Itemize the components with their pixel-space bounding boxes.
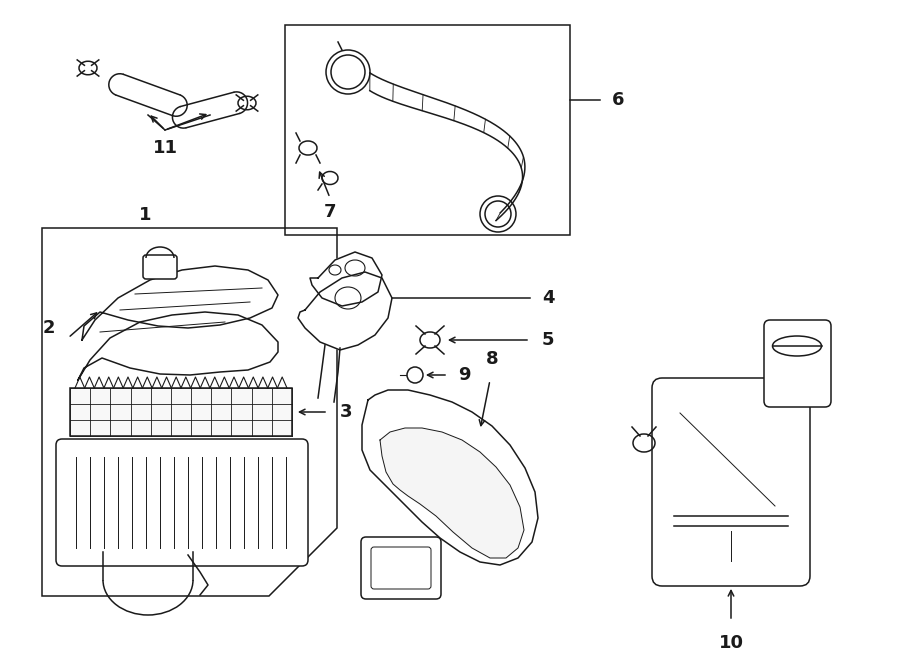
Text: 11: 11 [152, 139, 177, 157]
Text: 5: 5 [542, 331, 554, 349]
FancyBboxPatch shape [371, 547, 431, 589]
Circle shape [407, 367, 423, 383]
Bar [285, 25, 570, 235]
Polygon shape [78, 312, 278, 380]
Text: 3: 3 [340, 403, 353, 421]
FancyBboxPatch shape [764, 320, 831, 407]
Text: 2: 2 [42, 319, 55, 337]
Text: 7: 7 [324, 203, 337, 221]
Text: 9: 9 [458, 366, 471, 384]
FancyBboxPatch shape [56, 439, 308, 566]
Text: 1: 1 [139, 206, 151, 224]
FancyBboxPatch shape [361, 537, 441, 599]
Polygon shape [82, 266, 278, 340]
Polygon shape [362, 390, 538, 565]
Polygon shape [310, 252, 382, 306]
FancyBboxPatch shape [652, 378, 810, 586]
Bar [70, 388, 292, 436]
Polygon shape [298, 272, 392, 350]
Text: 10: 10 [718, 634, 743, 652]
Text: 6: 6 [612, 91, 625, 109]
Text: 8: 8 [486, 350, 499, 368]
Text: 4: 4 [542, 289, 554, 307]
FancyBboxPatch shape [143, 255, 177, 279]
Polygon shape [380, 428, 524, 558]
